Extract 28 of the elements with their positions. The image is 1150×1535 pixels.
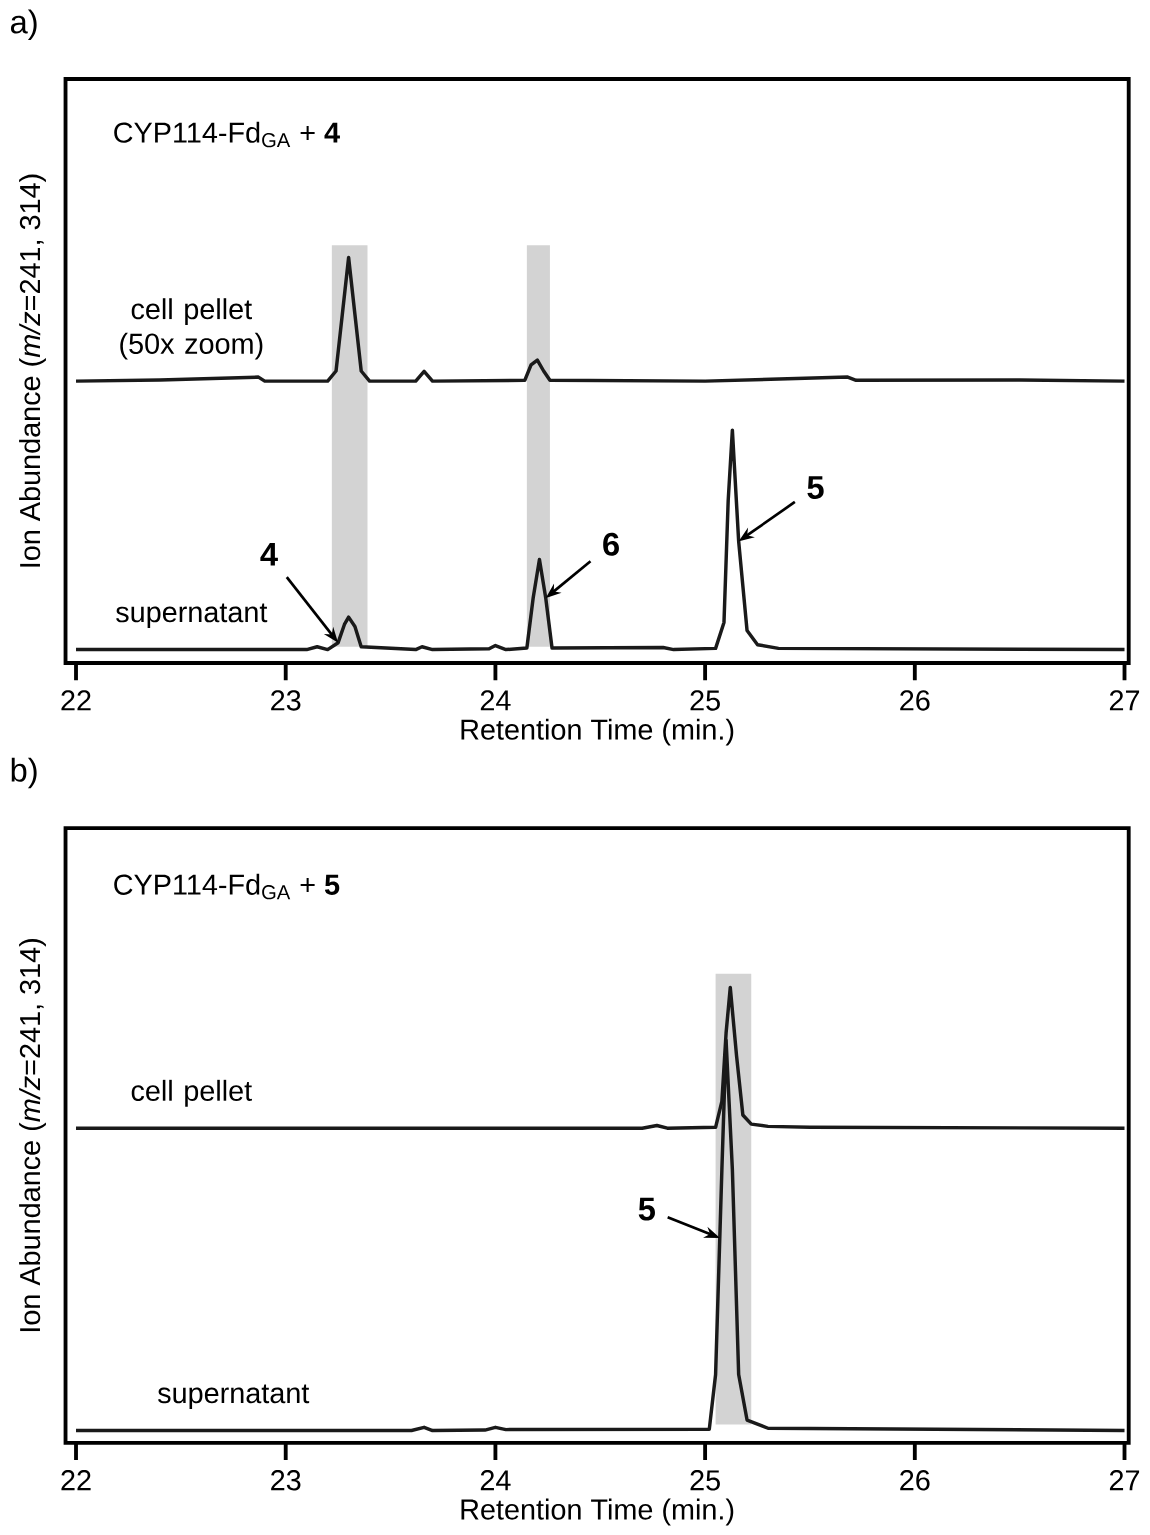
x-tick-label: 25: [690, 1470, 720, 1491]
x-tick-label: 23: [271, 1470, 301, 1491]
annotation: 5: [638, 1197, 655, 1221]
x-axis-title: Retention Time (min.): [461, 718, 734, 746]
chart-title: a): [10, 9, 37, 40]
y-axis-title: Ion Abundance (m/z=241, 314): [19, 939, 46, 1332]
x-tick-label: 26: [900, 690, 930, 711]
series-label: cell pellet (50x zoom): [120, 298, 263, 360]
y-axis-title: Ion Abundance (m/z=241, 314): [19, 174, 46, 567]
annotation: 4: [260, 543, 278, 566]
annotation: 5: [807, 476, 824, 499]
x-tick-label: 26: [900, 1470, 930, 1491]
x-tick-label: 27: [1109, 1470, 1140, 1491]
x-tick-label: 23: [271, 690, 301, 711]
series-label: cell pellet: [131, 1079, 252, 1107]
x-tick-label: 24: [480, 690, 511, 711]
x-tick-label: 22: [61, 690, 91, 711]
annotation: 6: [603, 532, 619, 556]
series-label: supernatant: [157, 1384, 310, 1409]
x-tick-label: 24: [480, 1470, 511, 1491]
series-label: supernatant: [116, 603, 268, 629]
chart-title: b): [11, 757, 37, 789]
x-tick-label: 22: [61, 1470, 91, 1491]
x-tick-label: 27: [1109, 690, 1140, 711]
text: CYP114-Fd$_{GA}$ + 4: [114, 121, 340, 148]
x-tick-label: 25: [690, 690, 720, 711]
text: CYP114-Fd$_{GA}$ + 5: [114, 873, 340, 900]
x-axis-title: Retention Time (min.): [461, 1498, 734, 1526]
